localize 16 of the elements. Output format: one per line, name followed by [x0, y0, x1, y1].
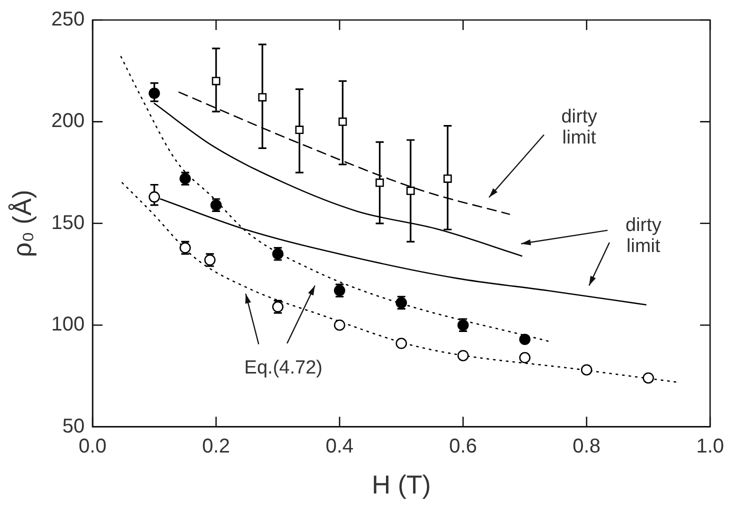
y-tick-label: 200: [51, 110, 85, 132]
annotation: Eq.(4.72): [244, 357, 322, 378]
x-tick-label: 0.6: [449, 435, 477, 458]
x-tick-label: 0.8: [572, 435, 600, 458]
y-tick-label: 150: [51, 212, 85, 234]
y-axis-title: ρ₀ (Å): [6, 190, 37, 258]
y-tick-label: 250: [51, 8, 85, 31]
x-tick-label: 0.4: [326, 435, 354, 458]
x-axis-title: H (T): [372, 470, 431, 500]
y-tick-label: 100: [51, 314, 85, 336]
annotation: dirty limit: [561, 106, 598, 149]
x-tick-label: 1.0: [696, 435, 724, 458]
x-tick-label: 0.0: [78, 435, 106, 458]
annotation: dirty limit: [625, 215, 662, 258]
y-tick-label: 50: [62, 415, 85, 438]
x-tick-label: 0.2: [202, 435, 230, 458]
